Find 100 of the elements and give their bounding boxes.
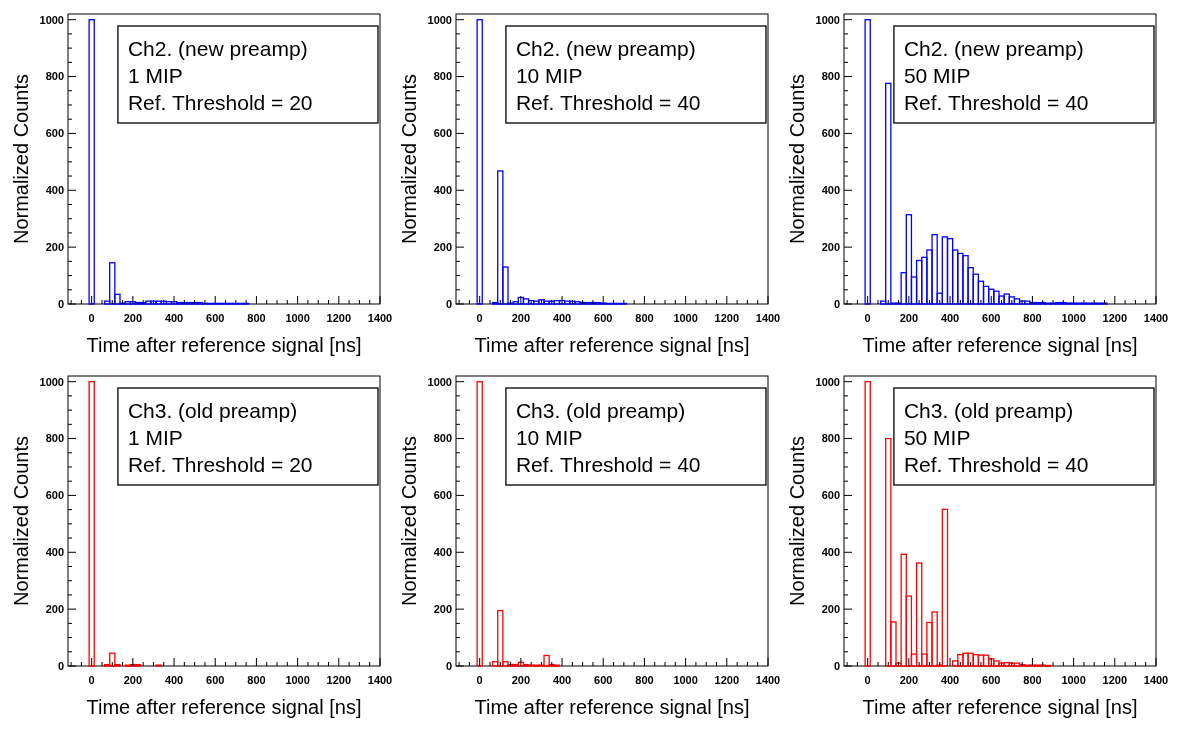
y-tick-label: 200 [433, 602, 452, 615]
x-tick-label: 1400 [755, 312, 781, 324]
x-tick-label: 0 [864, 674, 871, 686]
y-tick-label: 200 [45, 240, 64, 253]
x-tick-label: 1000 [285, 674, 310, 686]
y-tick-label: 0 [445, 659, 452, 672]
x-tick-label: 0 [88, 674, 95, 686]
y-tick-label: 600 [45, 127, 64, 140]
annotation: Ref. Threshold = 40 [903, 452, 1089, 476]
x-axis-title: Time after reference signal [ns] [474, 696, 750, 718]
x-tick-label: 1200 [326, 312, 352, 324]
x-tick-label: 1200 [1102, 674, 1128, 686]
annotation: Ch2. (new preamp) [515, 36, 696, 60]
y-tick-label: 400 [45, 546, 64, 559]
x-tick-label: 0 [864, 312, 871, 324]
y-tick-label: 200 [821, 240, 840, 253]
y-tick-label: 600 [433, 489, 452, 502]
x-axis-title: Time after reference signal [ns] [862, 696, 1138, 718]
annotation: Ch3. (old preamp) [515, 398, 686, 422]
x-tick-label: 400 [940, 312, 960, 324]
y-axis-title: Normalized Counts [398, 73, 420, 245]
y-tick-label: 400 [821, 184, 840, 197]
annotation: Ch3. (old preamp) [903, 398, 1074, 422]
y-tick-label: 0 [833, 659, 840, 672]
y-tick-label: 800 [433, 432, 452, 445]
x-tick-label: 0 [476, 674, 483, 686]
x-tick-label: 1200 [714, 312, 740, 324]
y-tick-label: 400 [45, 184, 64, 197]
annotation: Ref. Threshold = 40 [515, 452, 701, 476]
annotation: 10 MIP [515, 425, 583, 449]
annotation: 50 MIP [903, 63, 971, 87]
x-tick-label: 200 [511, 674, 531, 686]
annotation: Ref. Threshold = 40 [515, 90, 701, 114]
x-tick-label: 600 [982, 312, 1001, 324]
y-tick-label: 800 [821, 432, 840, 445]
x-tick-label: 800 [247, 674, 266, 686]
x-tick-label: 600 [206, 674, 225, 686]
x-tick-label: 0 [88, 312, 95, 324]
x-tick-label: 1200 [714, 674, 740, 686]
x-tick-label: 400 [940, 674, 960, 686]
x-axis-title: Time after reference signal [ns] [474, 334, 750, 356]
y-tick-label: 800 [821, 70, 840, 83]
x-tick-label: 1000 [673, 312, 698, 324]
x-tick-label: 800 [635, 674, 654, 686]
x-tick-label: 1200 [1102, 312, 1128, 324]
y-tick-label: 400 [433, 546, 452, 559]
x-tick-label: 800 [247, 312, 266, 324]
x-tick-label: 400 [552, 312, 572, 324]
x-tick-label: 1400 [367, 312, 393, 324]
y-tick-label: 0 [57, 659, 64, 672]
annotation: Ref. Threshold = 20 [127, 90, 313, 114]
x-tick-label: 800 [635, 312, 654, 324]
annotation: Ch2. (new preamp) [127, 36, 308, 60]
x-axis-title: Time after reference signal [ns] [86, 696, 362, 718]
x-tick-label: 200 [511, 312, 531, 324]
y-tick-label: 1000 [427, 13, 452, 26]
y-tick-label: 1000 [39, 375, 64, 388]
x-tick-label: 600 [982, 674, 1001, 686]
y-axis-title: Normalized Counts [786, 73, 808, 245]
x-tick-label: 1400 [1143, 312, 1169, 324]
x-tick-label: 1000 [1061, 674, 1086, 686]
y-axis-title: Normalized Counts [10, 73, 32, 245]
y-tick-label: 1000 [815, 375, 840, 388]
y-tick-label: 200 [45, 602, 64, 615]
annotation: Ref. Threshold = 40 [903, 90, 1089, 114]
annotation: 1 MIP [127, 425, 183, 449]
x-axis-title: Time after reference signal [ns] [862, 334, 1138, 356]
y-axis-title: Normalized Counts [786, 435, 808, 607]
y-tick-label: 800 [433, 70, 452, 83]
x-axis-title: Time after reference signal [ns] [86, 334, 362, 356]
x-tick-label: 0 [476, 312, 483, 324]
y-tick-label: 600 [433, 127, 452, 140]
y-tick-label: 0 [833, 297, 840, 310]
x-tick-label: 1400 [1143, 674, 1169, 686]
annotation: 10 MIP [515, 63, 583, 87]
y-axis-title: Normalized Counts [10, 435, 32, 607]
x-tick-label: 1200 [326, 674, 352, 686]
y-axis-title: Normalized Counts [398, 435, 420, 607]
y-tick-label: 600 [821, 489, 840, 502]
y-tick-label: 600 [821, 127, 840, 140]
x-tick-label: 400 [552, 674, 572, 686]
x-tick-label: 1000 [1061, 312, 1086, 324]
y-tick-label: 800 [45, 432, 64, 445]
x-tick-label: 1400 [755, 674, 781, 686]
x-tick-label: 1000 [673, 674, 698, 686]
x-tick-label: 200 [123, 674, 143, 686]
x-tick-label: 800 [1023, 674, 1042, 686]
y-tick-label: 800 [45, 70, 64, 83]
x-tick-label: 200 [899, 312, 919, 324]
annotation: Ch3. (old preamp) [127, 398, 298, 422]
y-tick-label: 600 [45, 489, 64, 502]
annotation: 1 MIP [127, 63, 183, 87]
annotation: Ref. Threshold = 20 [127, 452, 313, 476]
annotation: Ch2. (new preamp) [903, 36, 1084, 60]
x-tick-label: 200 [899, 674, 919, 686]
y-tick-label: 1000 [427, 375, 452, 388]
y-tick-label: 0 [445, 297, 452, 310]
x-tick-label: 600 [206, 312, 225, 324]
x-tick-label: 1400 [367, 674, 393, 686]
x-tick-label: 400 [164, 674, 184, 686]
